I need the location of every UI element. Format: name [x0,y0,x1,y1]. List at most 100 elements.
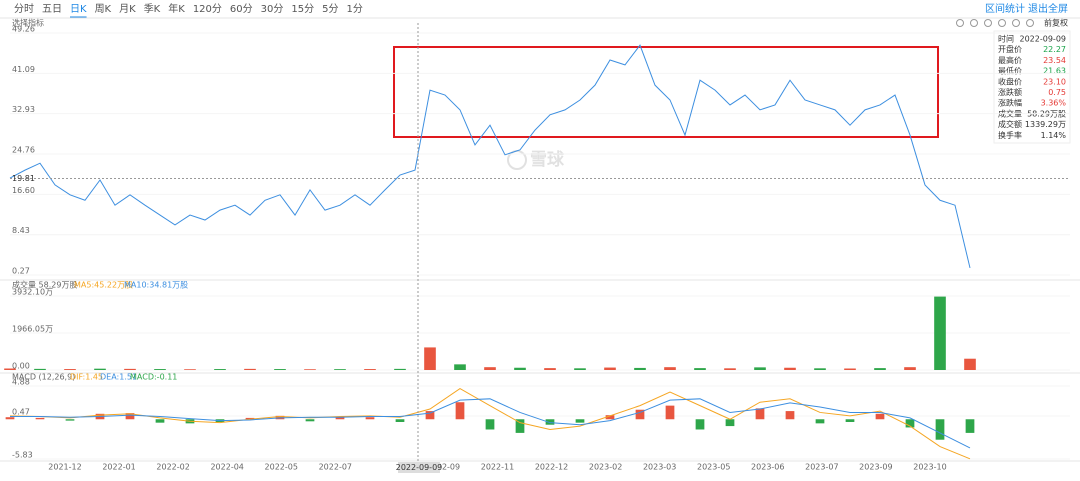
macd-bar [395,419,405,422]
crosshair-date-box [398,462,440,473]
tool-icon[interactable] [1026,19,1034,27]
tool-icon[interactable] [1012,19,1020,27]
macd-bar [425,411,435,420]
toolbar-link[interactable]: 退出全屏 [1028,2,1068,15]
tool-icon[interactable] [970,19,978,27]
x-tick-label: 2022-04 [210,463,243,472]
info-value: 1339.29万 [1025,120,1066,129]
volume-ma5: MA5:45.22万股 [74,281,133,290]
macd-bar [35,417,45,420]
volume-bar [34,368,46,370]
x-tick-label: 2022-11 [481,463,514,472]
tab[interactable]: 年K [168,2,185,15]
macd-bar [365,417,375,420]
info-label: 涨跌额 [998,87,1022,97]
info-value: 23.10 [1043,77,1066,86]
dea-line [10,398,971,449]
macd-bar [695,419,705,430]
volume-bar [964,358,976,370]
tool-icon[interactable] [998,19,1006,27]
tool-icon[interactable] [984,19,992,27]
info-label: 开盘价 [998,44,1022,54]
info-value: 3.36% [1041,99,1067,108]
macd-bar [665,405,675,420]
tab[interactable]: 周K [95,3,112,15]
volume-bar [274,369,286,370]
volume-bar [844,368,856,370]
macd-dif: DIF:1.45 [70,373,103,382]
toolbar-link[interactable]: 区间统计 [985,2,1025,15]
volume-bar [214,369,226,370]
tab[interactable]: 分时 [14,3,34,15]
macd-bar [155,419,165,423]
macd-bar [965,419,975,433]
info-panel [993,30,1071,144]
macd-bar [875,413,885,420]
tab[interactable]: 五日 [42,4,62,15]
volume-bar [754,367,766,370]
volume-bar [694,368,706,370]
price-line [9,44,971,269]
info-label: 收盘价 [998,76,1022,86]
volume-bar [394,368,406,370]
x-tick-label: 2023-03 [643,463,676,472]
y-tick-label: 24.76 [12,146,35,155]
macd-bar [635,409,645,420]
volume-bar [364,369,376,370]
x-tick-label: 2022-02 [156,463,189,472]
macd-bar [755,408,765,420]
tool-icon[interactable] [956,19,964,27]
tab[interactable]: 30分 [261,3,284,15]
tab[interactable]: 1分 [346,3,362,15]
x-tick-label: 2023-09 [859,463,892,472]
tab[interactable]: 120分 [193,3,222,15]
tab[interactable]: 15分 [291,3,314,15]
volume-bar [4,368,16,370]
macd-title: MACD (12,26,9) [12,373,75,382]
info-value: 22.27 [1043,45,1066,54]
macd-dea: DEA:1.51 [100,373,137,382]
volume-bar [544,368,556,370]
x-tick-label: 2023-10 [913,463,946,472]
info-label: 涨跌幅 [998,98,1022,108]
x-tick-label: 2023-06 [751,463,784,472]
macd-bar [305,419,315,422]
macd-bar [575,419,585,423]
macd-bar [725,419,735,427]
tab[interactable]: 60分 [230,3,253,15]
info-label: 时间 [998,34,1014,44]
volume-bar [724,368,736,370]
volume-title: 成交量 58.29万股 [12,280,77,290]
volume-bar [604,367,616,370]
tab[interactable]: 5分 [322,3,338,15]
volume-bar [934,296,946,370]
volume-bar [634,367,646,370]
y-tick-label: 41.09 [12,65,35,74]
volume-bar [424,347,436,370]
macd-bar [785,411,795,420]
highlight-box [393,46,939,138]
x-tick-label: 2022-12 [535,463,568,472]
macd-bar [845,419,855,422]
tab[interactable]: 月K [119,3,136,15]
indicator-label[interactable]: 选择指标 [12,18,44,28]
volume-bar [124,368,136,370]
y-tick-label: 4.88 [12,378,30,387]
volume-bar [184,369,196,370]
volume-bar [784,367,796,370]
info-value: 21.63 [1043,67,1066,76]
x-tick-label: 2022-07 [319,463,352,472]
info-value: 2022-09-09 [1020,35,1067,44]
macd-bar [455,402,465,420]
tab[interactable]: 日K [70,4,87,15]
info-value: 1.14% [1041,131,1067,140]
tab[interactable]: 季K [144,3,161,15]
volume-bar [514,367,526,370]
macd-hist-label: MACD:-0.11 [130,373,177,382]
volume-bar [814,368,826,370]
volume-bar [304,369,316,370]
y-tick-label: 0.00 [12,362,30,371]
adjust-option[interactable]: 前复权 [1044,18,1068,28]
